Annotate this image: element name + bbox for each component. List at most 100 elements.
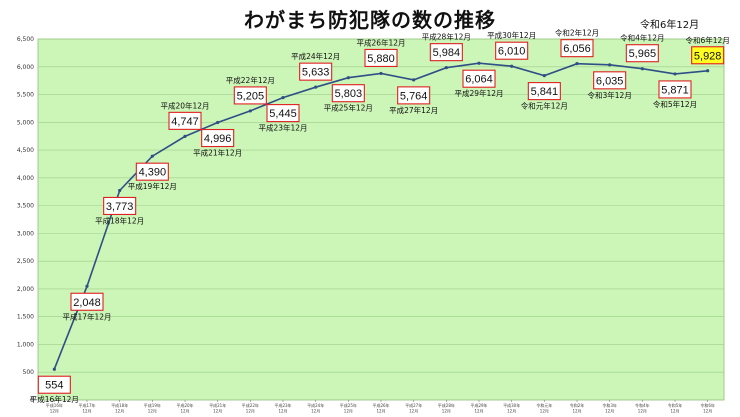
y-axis-ticks: 0 500 1,000 1,500 2,000 2,500 3,000 3,500 4,000 4…	[17, 36, 34, 404]
period-label: 平成29年12月	[454, 88, 503, 98]
period-label: 平成16年12月	[30, 394, 79, 404]
value-box	[266, 104, 300, 123]
y-tick-label: 500	[23, 369, 35, 376]
data-point	[379, 71, 383, 76]
value-box	[429, 43, 463, 62]
period-label: 令和6年12月	[686, 35, 730, 45]
x-tick-label: 令和4年	[635, 402, 650, 408]
period-label: 平成23年12月	[258, 123, 307, 133]
value-label: 4,390	[139, 167, 167, 179]
y-tick-label: 5,500	[17, 92, 34, 99]
value-box	[560, 39, 594, 58]
value-label: 5,205	[237, 90, 265, 102]
value-box	[593, 71, 627, 90]
value-label: 4,747	[171, 116, 199, 128]
x-tick-label: 平成24年	[307, 402, 324, 408]
value-box	[37, 375, 71, 394]
value-label: 6,010	[498, 46, 526, 58]
y-tick-label: 3,500	[17, 203, 34, 210]
x-tick-label: 平成29年	[470, 402, 487, 408]
value-box	[201, 128, 235, 148]
x-tick-label: 12月	[344, 409, 353, 414]
period-label: 平成19年12月	[128, 181, 177, 191]
x-tick-label: 令和元年	[536, 402, 552, 408]
data-point	[248, 109, 252, 113]
value-box	[135, 162, 169, 181]
y-tick-label: 1,500	[17, 314, 34, 321]
value-label: 3,773	[106, 201, 134, 213]
value-label: 5,871	[661, 84, 689, 96]
data-point	[608, 63, 612, 67]
x-tick-label: 12月	[474, 409, 483, 414]
x-tick-label: 平成18年	[111, 402, 128, 408]
period-label: 平成28年12月	[422, 32, 471, 42]
x-tick-label: 12月	[82, 409, 91, 414]
data-point	[640, 67, 644, 71]
x-tick-label: 12月	[213, 409, 222, 414]
x-tick-label: 12月	[50, 409, 59, 414]
data-point	[216, 120, 220, 125]
data-point	[85, 284, 89, 288]
x-tick-label: 平成22年	[242, 402, 259, 408]
period-label: 平成26年12月	[356, 37, 405, 47]
y-tick-label: 5,000	[17, 119, 34, 126]
x-tick-label: 12月	[278, 409, 287, 414]
x-tick-label: 平成27年	[405, 402, 422, 408]
x-tick-label: 12月	[670, 409, 679, 414]
y-tick-label: 2,000	[17, 286, 34, 293]
x-tick-label: 12月	[246, 409, 255, 414]
data-point	[314, 85, 318, 89]
x-tick-label: 12月	[409, 409, 418, 414]
latest-period-note: 令和6年12月	[640, 20, 700, 31]
value-label: 6,056	[563, 43, 591, 55]
x-tick-label: 平成28年	[438, 402, 455, 408]
data-point	[477, 61, 481, 65]
period-label: 令和5年12月	[653, 99, 697, 109]
x-tick-label: 12月	[148, 409, 157, 414]
period-label: 令和2年12月	[555, 28, 599, 38]
x-tick-label: 12月	[442, 409, 451, 414]
period-label: 令和元年12月	[521, 101, 568, 111]
y-tick-label: 0	[30, 397, 34, 404]
y-tick-label: 1,000	[17, 341, 34, 348]
x-tick-label: 令和6年	[700, 402, 715, 408]
period-label: 平成24年12月	[291, 51, 340, 61]
period-label: 平成27年12月	[389, 105, 438, 115]
value-label: 5,841	[531, 86, 559, 98]
x-tick-label: 令和2年	[570, 402, 585, 408]
value-box	[527, 82, 561, 101]
chart-title: わがまち防犯隊の数の推移	[244, 8, 496, 32]
x-tick-label: 12月	[115, 409, 124, 414]
value-label: 5,803	[335, 88, 363, 100]
value-label: 5,633	[302, 67, 330, 79]
x-tick-label: 平成17年	[78, 402, 95, 408]
x-tick-label: 12月	[605, 409, 614, 414]
period-label: 平成21年12月	[193, 148, 242, 158]
x-tick-label: 12月	[376, 409, 385, 414]
x-tick-label: 12月	[572, 409, 581, 414]
value-label: 554	[45, 380, 63, 392]
period-label: 平成30年12月	[487, 30, 536, 40]
value-label: 5,445	[269, 108, 297, 120]
data-point	[673, 72, 677, 76]
period-label: 平成25年12月	[324, 103, 373, 113]
y-tick-label: 3,000	[17, 230, 34, 237]
data-point	[183, 134, 187, 138]
data-point	[706, 69, 710, 73]
value-box	[103, 196, 137, 216]
x-tick-label: 12月	[638, 409, 647, 414]
period-label: 平成18年12月	[95, 215, 144, 225]
y-tick-label: 6,000	[17, 64, 34, 71]
value-box	[691, 46, 725, 65]
value-label: 5,880	[367, 53, 395, 65]
x-axis-ticks: 平成16年12月平成17年12月平成18年12月平成19年12月平成20年12月…	[46, 400, 715, 414]
data-point	[118, 188, 122, 193]
x-tick-label: 12月	[540, 409, 549, 414]
value-box	[70, 292, 104, 311]
x-tick-label: 平成16年	[46, 402, 63, 408]
value-label: 5,984	[433, 47, 461, 59]
value-box	[331, 84, 365, 103]
x-tick-label: 平成25年	[340, 402, 357, 408]
x-tick-label: 12月	[703, 409, 712, 414]
value-label: 5,928	[694, 50, 722, 62]
